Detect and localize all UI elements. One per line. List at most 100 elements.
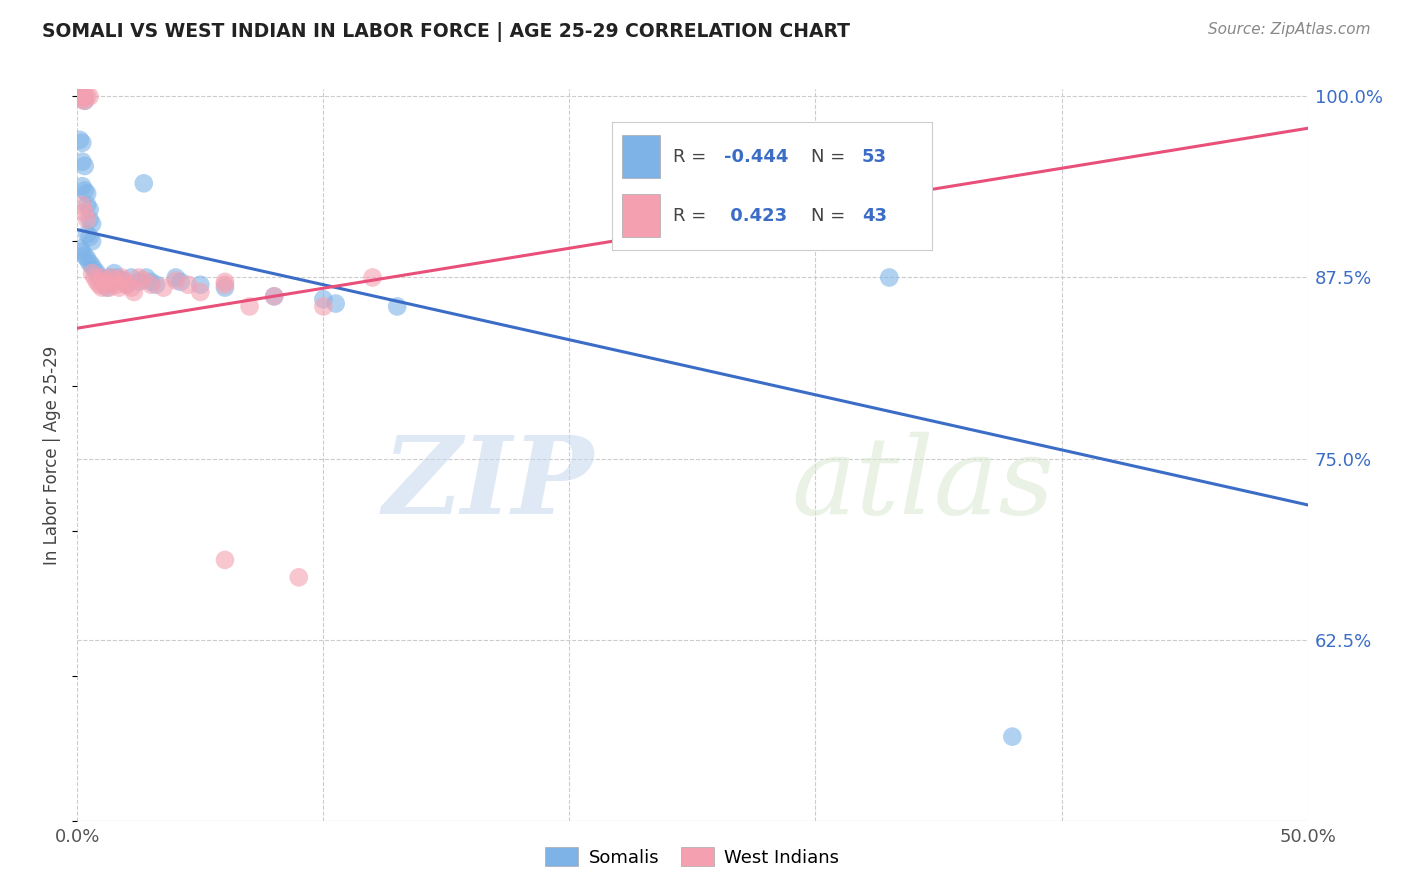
Point xyxy=(115,277,138,292)
Point xyxy=(96,277,118,292)
Point xyxy=(73,249,96,263)
Point xyxy=(214,277,236,292)
Point xyxy=(214,280,236,294)
Point xyxy=(76,186,98,201)
Point xyxy=(165,273,187,287)
Point xyxy=(98,280,121,294)
Point xyxy=(170,275,193,289)
Point xyxy=(132,273,155,287)
Point xyxy=(73,94,96,108)
Point xyxy=(121,270,143,285)
Point xyxy=(69,89,91,103)
Point xyxy=(105,277,128,292)
Point xyxy=(82,234,104,248)
Point xyxy=(214,275,236,289)
Point xyxy=(93,275,115,289)
Legend: Somalis, West Indians: Somalis, West Indians xyxy=(538,840,846,874)
Point xyxy=(70,154,93,169)
FancyBboxPatch shape xyxy=(621,135,661,178)
Point xyxy=(79,230,101,244)
Point xyxy=(387,300,409,314)
Point xyxy=(325,296,347,310)
Point xyxy=(132,177,155,191)
Point xyxy=(82,266,104,280)
Point xyxy=(76,89,98,103)
Point xyxy=(111,270,132,285)
Text: N =: N = xyxy=(811,207,851,225)
Text: -0.444: -0.444 xyxy=(724,148,789,166)
Point xyxy=(89,277,111,292)
Point xyxy=(112,273,135,287)
Point xyxy=(86,275,108,289)
Point xyxy=(79,212,101,227)
Point xyxy=(1001,730,1024,744)
Point xyxy=(121,280,143,294)
Point xyxy=(83,270,105,285)
Point xyxy=(214,553,236,567)
Point xyxy=(128,270,150,285)
Point xyxy=(239,300,262,314)
Text: N =: N = xyxy=(811,148,851,166)
Point xyxy=(263,289,285,303)
Text: R =: R = xyxy=(673,148,713,166)
Point xyxy=(101,270,124,285)
Point xyxy=(70,179,93,194)
Point xyxy=(90,270,114,285)
Point xyxy=(103,266,125,280)
Y-axis label: In Labor Force | Age 25-29: In Labor Force | Age 25-29 xyxy=(44,345,62,565)
Point xyxy=(103,273,125,287)
Point xyxy=(70,244,93,259)
Point xyxy=(69,89,91,103)
Text: SOMALI VS WEST INDIAN IN LABOR FORCE | AGE 25-29 CORRELATION CHART: SOMALI VS WEST INDIAN IN LABOR FORCE | A… xyxy=(42,22,851,42)
Point xyxy=(145,277,167,292)
Point xyxy=(90,280,114,294)
Point xyxy=(83,263,105,277)
Point xyxy=(73,89,96,103)
Point xyxy=(312,292,335,306)
Point xyxy=(79,89,101,103)
Point xyxy=(76,198,98,212)
Point xyxy=(70,136,93,150)
Point xyxy=(141,277,163,292)
Point xyxy=(122,285,145,299)
Point xyxy=(73,94,96,108)
Point xyxy=(76,227,98,241)
Point xyxy=(165,270,187,285)
Point xyxy=(70,198,93,212)
Point xyxy=(879,270,901,285)
Point xyxy=(90,273,114,287)
Point xyxy=(190,285,212,299)
Point xyxy=(177,277,200,292)
Point xyxy=(105,270,128,285)
Point xyxy=(190,277,212,292)
Point xyxy=(361,270,384,285)
Text: R =: R = xyxy=(673,207,713,225)
Point xyxy=(141,275,163,289)
Point xyxy=(69,133,91,147)
Text: 0.423: 0.423 xyxy=(724,207,787,225)
Point xyxy=(73,205,96,219)
FancyBboxPatch shape xyxy=(621,194,661,237)
Text: Source: ZipAtlas.com: Source: ZipAtlas.com xyxy=(1208,22,1371,37)
Point xyxy=(70,92,93,106)
Point xyxy=(73,89,96,103)
Text: ZIP: ZIP xyxy=(382,431,595,537)
Point xyxy=(152,280,174,294)
Point xyxy=(82,259,104,273)
Text: 53: 53 xyxy=(862,148,887,166)
Point xyxy=(96,280,118,294)
Point xyxy=(111,273,132,287)
Point xyxy=(79,202,101,217)
Text: atlas: atlas xyxy=(792,432,1054,537)
Point xyxy=(79,256,101,270)
Point xyxy=(70,89,93,103)
Text: 43: 43 xyxy=(862,207,887,225)
Point xyxy=(288,570,311,584)
Point xyxy=(73,159,96,173)
Point xyxy=(82,217,104,231)
Point xyxy=(101,275,124,289)
Point xyxy=(128,275,150,289)
Point xyxy=(115,277,138,292)
Point xyxy=(108,280,131,294)
Point xyxy=(263,289,285,303)
